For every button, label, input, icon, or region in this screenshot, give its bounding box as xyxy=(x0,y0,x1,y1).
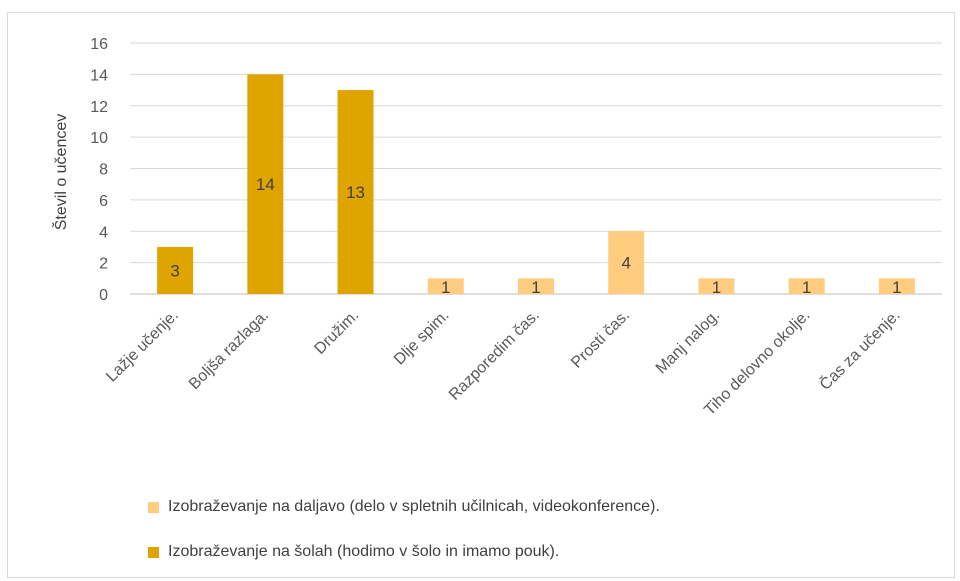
data-label: 4 xyxy=(621,254,630,273)
y-tick-label: 16 xyxy=(90,36,108,53)
x-tick-label: Razporedim čas. xyxy=(446,307,543,404)
bar xyxy=(878,278,915,294)
legend-label-remote: Izobraževanje na daljavo (delo v spletni… xyxy=(168,498,660,515)
data-label: 1 xyxy=(441,278,450,297)
y-tick-label: 14 xyxy=(90,67,108,84)
bar xyxy=(698,278,735,294)
y-tick-label: 12 xyxy=(90,99,108,116)
bars xyxy=(157,74,915,294)
bar xyxy=(518,278,554,294)
data-label: 1 xyxy=(802,278,811,297)
x-tick-label: Lažje učenje. xyxy=(103,307,182,386)
y-tick-labels: 0 2 4 6 8 10 12 14 16 xyxy=(90,36,108,304)
bar xyxy=(427,278,464,294)
y-tick-label: 2 xyxy=(99,256,108,273)
bar xyxy=(788,278,825,294)
chart-frame xyxy=(7,12,955,578)
bar xyxy=(337,90,374,294)
data-labels: 314 131 141 1 1 xyxy=(170,175,901,297)
y-tick-label: 8 xyxy=(99,162,108,179)
legend-swatch-school xyxy=(148,546,159,558)
y-tick-label: 6 xyxy=(99,193,108,210)
data-label: 1 xyxy=(531,278,540,297)
x-tick-label: Družim. xyxy=(311,307,362,358)
data-label: 14 xyxy=(256,175,275,194)
data-label: 1 xyxy=(712,278,721,297)
legend-label-school: Izobraževanje na šolah (hodimo v šolo in… xyxy=(168,543,560,560)
bar xyxy=(608,231,645,294)
x-tick-label: Manj nalog. xyxy=(653,307,724,378)
bar xyxy=(157,246,194,294)
y-tick-label: 0 xyxy=(99,287,108,304)
x-tick-label: Dlje spim. xyxy=(391,307,453,369)
legend-item-school: Izobraževanje na šolah (hodimo v šolo in… xyxy=(148,543,559,561)
data-label: 3 xyxy=(170,261,179,280)
x-tick-label: Čas za učenje. xyxy=(815,305,903,393)
x-tick-label: Prosti čas. xyxy=(568,307,633,372)
legend-swatch-remote xyxy=(148,501,159,513)
data-label: 13 xyxy=(346,183,365,202)
x-tick-labels: Lažje učenje. Boljša razlaga. Družim. Dlje … xyxy=(103,305,903,419)
y-tick-label: 10 xyxy=(90,130,108,147)
y-tick-label: 4 xyxy=(99,224,108,241)
bar xyxy=(247,74,284,294)
legend-item-remote: Izobraževanje na daljavo (delo v spletni… xyxy=(148,498,660,516)
data-label: 1 xyxy=(892,278,901,297)
y-axis-label: Števil o učencev xyxy=(51,114,70,231)
x-tick-label: Boljša razlaga. xyxy=(186,307,272,393)
